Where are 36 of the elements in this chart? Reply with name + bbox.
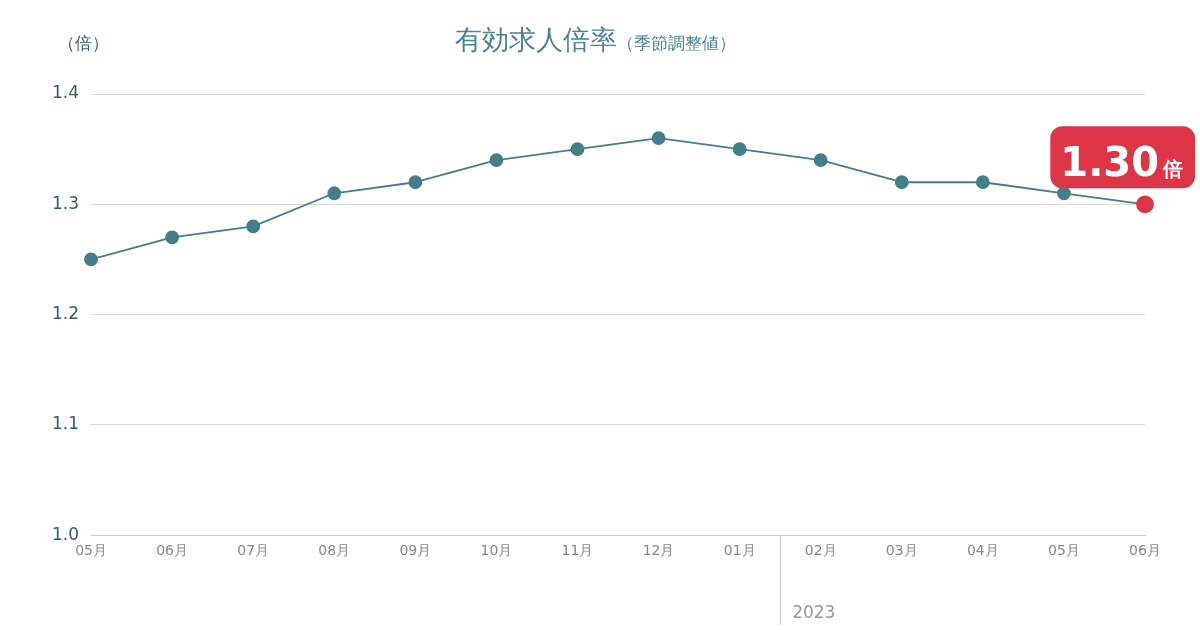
x-tick-label: 02月	[804, 542, 837, 559]
point	[84, 252, 98, 267]
x-tick-label: 11月	[561, 542, 594, 559]
point	[975, 175, 990, 190]
x-tick-label: 07月	[237, 542, 270, 559]
y-tick-label: 1.1	[51, 413, 80, 434]
point	[894, 175, 909, 190]
x-tick-label: 05月	[1048, 542, 1080, 559]
point	[813, 153, 828, 168]
point	[570, 142, 585, 157]
point	[165, 230, 180, 245]
x-tick-label: 03月	[885, 542, 918, 559]
x-tick-label: 09月	[399, 542, 432, 559]
x-tick-label: 05月	[75, 542, 107, 559]
x-tick-label: 01月	[723, 542, 756, 559]
y-tick-label: 1.0	[51, 523, 80, 544]
x-tick-label: 06月	[156, 542, 189, 559]
point	[651, 131, 666, 146]
text: 2023	[792, 602, 836, 622]
x-tick-label: 06月	[1129, 542, 1161, 559]
chart-title: 有効求人倍率	[454, 24, 617, 55]
point	[1057, 186, 1071, 201]
x-tick-label: 12月	[642, 542, 675, 559]
point	[327, 186, 342, 201]
x-tick-label: 10月	[480, 542, 513, 559]
point	[489, 153, 504, 168]
point	[246, 219, 261, 234]
y-axis-title: （倍）	[58, 32, 109, 55]
x-tick-label: 08月	[318, 542, 351, 559]
y-tick-label: 1.2	[51, 303, 80, 324]
x-tick-label: 04月	[966, 542, 999, 559]
chart-subtitle: （季節調整値）	[616, 33, 736, 53]
point	[732, 142, 747, 157]
y-tick-label: 1.3	[51, 192, 80, 213]
y-tick-label: 1.4	[51, 82, 80, 103]
point	[408, 175, 423, 190]
